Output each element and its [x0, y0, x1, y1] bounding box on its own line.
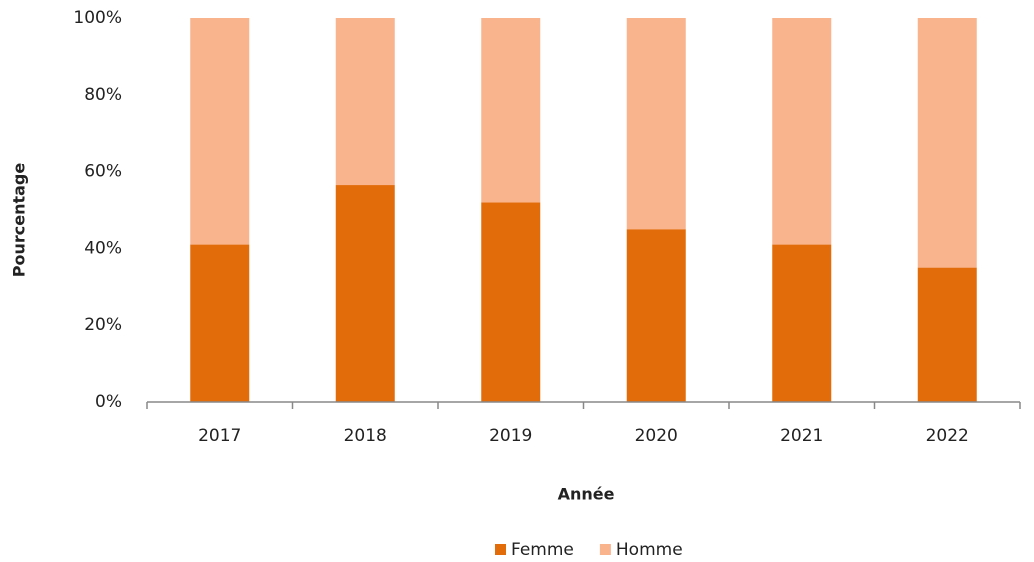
x-tick-label: 2020	[635, 426, 678, 446]
bar-segment	[335, 18, 395, 186]
bar-segment	[190, 18, 250, 245]
legend-swatch	[495, 544, 506, 555]
x-axis-label: Année	[558, 485, 615, 504]
legend-label: Homme	[616, 540, 683, 560]
bar-segment	[626, 18, 686, 230]
legend-swatch	[599, 544, 611, 555]
x-tick-label: 2021	[780, 426, 823, 446]
bar-segment	[335, 185, 395, 402]
x-tick-label: 2018	[344, 426, 387, 446]
bar-segment	[481, 18, 541, 203]
bar-segment	[772, 18, 832, 245]
y-tick-label: 40%	[84, 238, 122, 258]
bar-segment	[772, 244, 832, 402]
x-tick-label: 2017	[198, 426, 241, 446]
bar-segment	[917, 267, 977, 402]
x-tick-label: 2022	[926, 426, 969, 446]
y-tick-label: 80%	[84, 85, 122, 105]
y-axis-label: Pourcentage	[10, 163, 29, 278]
bar-segment	[626, 229, 686, 402]
bar-segment	[917, 18, 977, 268]
bar-segment	[481, 202, 541, 402]
legend-label: Femme	[511, 540, 574, 560]
y-tick-label: 100%	[73, 8, 122, 28]
y-tick-label: 60%	[84, 162, 122, 182]
bar-segment	[190, 244, 250, 402]
y-tick-label: 0%	[95, 392, 122, 412]
y-tick-label: 20%	[84, 315, 122, 335]
x-tick-label: 2019	[489, 426, 532, 446]
